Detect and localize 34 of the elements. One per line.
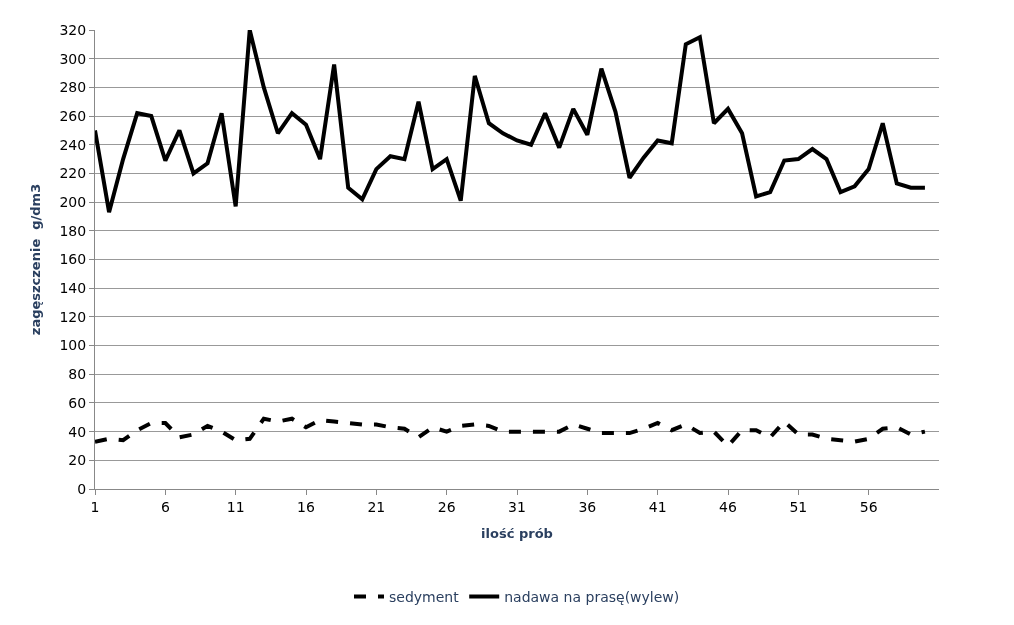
- x-tick-label: 1: [90, 498, 100, 515]
- y-tick-label: 220: [59, 165, 87, 182]
- y-tick-label: 0: [77, 480, 87, 497]
- x-tick-label: 41: [648, 498, 667, 515]
- legend-label: sedyment: [389, 588, 460, 605]
- y-tick-label: 240: [59, 136, 87, 153]
- y-tick-label: 60: [68, 394, 87, 411]
- y-tick-label: 280: [59, 79, 87, 96]
- y-tick-label: 140: [59, 280, 87, 297]
- x-axis-title: ilość prób: [481, 526, 553, 542]
- y-tick-label: 180: [59, 222, 87, 239]
- x-tick-label: 46: [719, 498, 737, 515]
- x-tick-label: 11: [226, 498, 245, 515]
- y-tick-label: 100: [59, 337, 87, 354]
- x-tick-label: 16: [297, 498, 315, 515]
- y-tick-label: 40: [68, 423, 87, 440]
- y-tick-label: 120: [59, 308, 87, 325]
- x-tick-label: 31: [508, 498, 526, 515]
- y-tick-label: 20: [68, 452, 87, 469]
- legend-label: nadawa na prasę(wylew): [504, 588, 680, 605]
- y-axis-title: zagęszczenie g/dm3: [28, 183, 44, 336]
- x-tick-label: 36: [578, 498, 597, 515]
- y-tick-label: 200: [59, 194, 87, 211]
- x-tick-label: 56: [859, 498, 878, 515]
- y-tick-label: 320: [59, 21, 87, 38]
- x-tick-label: 51: [789, 498, 808, 515]
- x-tick-label: 21: [367, 498, 386, 515]
- x-tick-label: 6: [160, 498, 170, 515]
- y-tick-label: 160: [59, 251, 87, 268]
- y-tick-label: 300: [59, 50, 87, 67]
- x-tick-label: 26: [437, 498, 456, 515]
- y-tick-label: 260: [59, 107, 87, 124]
- y-tick-label: 80: [68, 366, 87, 383]
- line-series: [95, 30, 927, 215]
